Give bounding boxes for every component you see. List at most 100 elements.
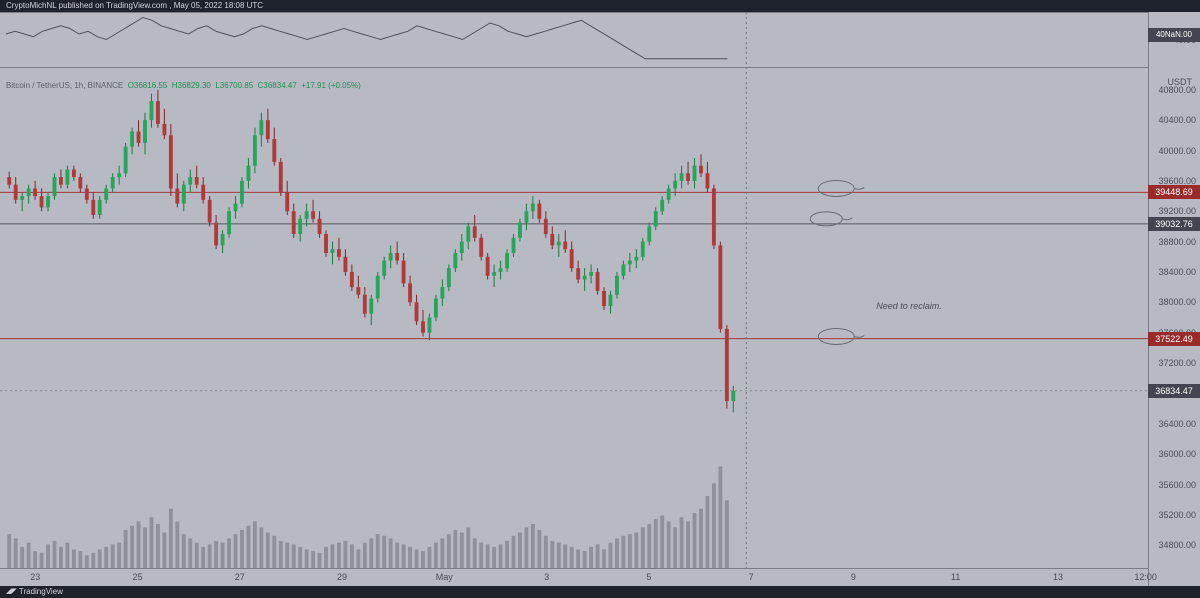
volume-bar [104, 547, 108, 568]
candle-body [576, 268, 580, 279]
candle-body [253, 135, 257, 165]
candle-body [712, 188, 716, 245]
volume-bar [628, 534, 632, 568]
x-tick: 23 [30, 572, 40, 582]
candle-body [634, 257, 638, 261]
volume-bar [72, 549, 76, 568]
publisher-bar: CryptoMichNL published on TradingView.co… [0, 0, 1200, 12]
chart-area[interactable]: Bitcoin / TetherUS, 1h, BINANCE O36816.5… [0, 12, 1148, 568]
candle-body [91, 200, 95, 215]
price-level-tag: 37522.49 [1148, 332, 1200, 346]
candle-body [363, 295, 367, 314]
candle-body [402, 261, 406, 284]
volume-bar [570, 547, 574, 568]
footer-label: TradingView [19, 587, 63, 596]
candle-body [27, 188, 31, 196]
ohlc-change: +17.91 (+0.05%) [301, 81, 361, 90]
volume-bar [221, 543, 225, 568]
x-axis: 23252729May3579111312:00 [0, 568, 1148, 586]
publisher-date: May 05, 2022 18:08 UTC [174, 1, 263, 10]
candle-body [85, 188, 89, 199]
volume-bar [725, 500, 729, 568]
volume-bar [563, 544, 567, 568]
volume-bar [201, 547, 205, 568]
volume-bar [389, 538, 393, 568]
price-y-tick: 39200.00 [1158, 206, 1196, 216]
volume-bar [466, 527, 470, 568]
candle-body [175, 188, 179, 203]
volume-bar [253, 521, 257, 568]
volume-bar [421, 551, 425, 568]
candle-body [440, 287, 444, 298]
price-y-tick: 35600.00 [1158, 480, 1196, 490]
price-level-tag: 36834.47 [1148, 384, 1200, 398]
volume-bar [27, 543, 31, 568]
publisher-platform: TradingView.com [106, 1, 167, 10]
candle-body [466, 226, 470, 241]
volume-bar [279, 541, 283, 568]
volume-bar [162, 532, 166, 568]
volume-bar [512, 536, 516, 568]
volume-bar [272, 536, 276, 568]
volume-bar [246, 526, 250, 568]
candle-body [98, 200, 102, 215]
volume-bar [602, 549, 606, 568]
candle-body [408, 283, 412, 302]
candle-body [421, 321, 425, 332]
volume-bar [557, 543, 561, 568]
x-tick: 25 [132, 572, 142, 582]
tv-logo-icon: ◢◤ [6, 588, 17, 595]
candle-body [350, 272, 354, 287]
volume-bar [647, 524, 651, 568]
price-y-tick: 34800.00 [1158, 540, 1196, 550]
candle-body [137, 132, 141, 143]
candle-body [395, 253, 399, 261]
candle-body [65, 169, 69, 184]
candle-body [208, 200, 212, 223]
symbol-legend: Bitcoin / TetherUS, 1h, BINANCE O36816.5… [6, 81, 361, 90]
candle-body [428, 318, 432, 333]
y-axis: 40.0040NaN.00USDT40800.0040400.0040000.0… [1148, 12, 1200, 586]
volume-bar [712, 483, 716, 568]
volume-bar [150, 517, 154, 568]
top-border [0, 12, 1148, 13]
volume-bar [208, 544, 212, 568]
candle-body [686, 173, 690, 181]
price-y-tick: 40800.00 [1158, 85, 1196, 95]
volume-bar [337, 543, 341, 568]
candle-body [544, 219, 548, 234]
candle-body [33, 188, 37, 196]
candle-body [505, 253, 509, 268]
volume-bar [331, 544, 335, 568]
volume-bar [91, 553, 95, 568]
candle-body [214, 223, 218, 246]
candle-body [246, 166, 250, 181]
volume-bar [182, 534, 186, 568]
volume-bar [706, 496, 710, 568]
volume-bar [65, 543, 69, 568]
volume-bar [434, 543, 438, 568]
candle-body [240, 181, 244, 204]
volume-bar [343, 541, 347, 568]
candle-body [376, 276, 380, 299]
volume-bar [395, 543, 399, 568]
volume-bar [40, 553, 44, 568]
publisher-name: CryptoMichNL [6, 1, 56, 10]
candle-body [182, 185, 186, 204]
volume-bar [137, 521, 141, 568]
volume-bar [188, 538, 192, 568]
candle-body [415, 302, 419, 321]
candle-body [731, 391, 735, 401]
volume-bar [266, 532, 270, 568]
price-y-tick: 37200.00 [1158, 358, 1196, 368]
indicator-line [6, 18, 727, 59]
candle-body [647, 226, 651, 241]
volume-bar [234, 534, 238, 568]
volume-bar [634, 532, 638, 568]
volume-bar [641, 527, 645, 568]
indicator-current-tag: 40NaN.00 [1148, 28, 1200, 42]
candle-body [531, 204, 535, 212]
ohlc-open: O36816.55 [128, 81, 168, 90]
candle-body [537, 204, 541, 219]
candle-body [570, 249, 574, 268]
